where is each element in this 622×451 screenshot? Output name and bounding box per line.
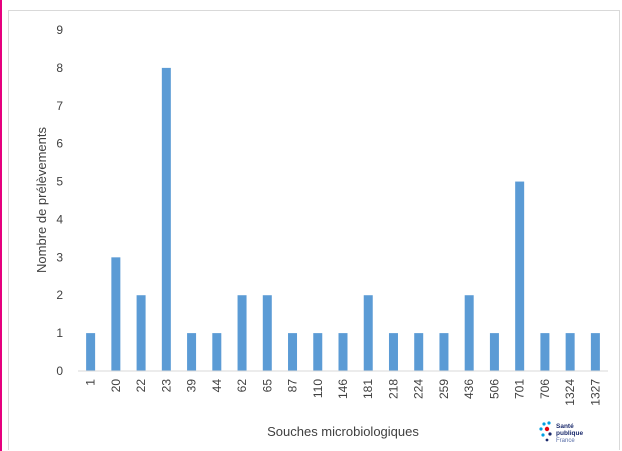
logo-dot bbox=[544, 426, 550, 432]
x-tick-label: 65 bbox=[260, 379, 274, 393]
y-tick-label: 4 bbox=[56, 212, 63, 226]
bar bbox=[313, 333, 323, 371]
y-tick-label: 8 bbox=[56, 61, 63, 75]
logo-dot bbox=[548, 432, 552, 436]
x-tick-label: 1324 bbox=[563, 379, 577, 406]
bar bbox=[515, 181, 525, 371]
x-tick-label: 22 bbox=[134, 379, 148, 393]
bar bbox=[439, 333, 449, 371]
logo-dot bbox=[545, 438, 549, 442]
x-tick-label: 146 bbox=[336, 379, 350, 399]
bar bbox=[565, 333, 575, 371]
bar bbox=[464, 295, 474, 371]
logo-dot bbox=[547, 421, 551, 425]
bar bbox=[212, 333, 222, 371]
bar bbox=[262, 295, 272, 371]
x-tick-label: 87 bbox=[286, 379, 300, 393]
x-tick-label: 44 bbox=[210, 379, 224, 393]
x-tick-label: 506 bbox=[487, 379, 501, 399]
bar bbox=[363, 295, 373, 371]
logo-text-line2: publique bbox=[556, 430, 583, 437]
bar bbox=[288, 333, 298, 371]
bar bbox=[86, 333, 96, 371]
bar bbox=[414, 333, 424, 371]
logo-text-line1: Santé bbox=[556, 423, 574, 430]
x-tick-label: 181 bbox=[361, 379, 375, 399]
logo-dot bbox=[541, 433, 545, 437]
y-tick-label: 1 bbox=[56, 326, 63, 340]
logo-dot bbox=[542, 422, 546, 426]
logo-dot bbox=[539, 427, 543, 431]
x-tick-label: 62 bbox=[235, 379, 249, 393]
y-tick-label: 9 bbox=[56, 23, 63, 37]
x-axis-label: Souches microbiologiques bbox=[267, 424, 419, 439]
bar bbox=[388, 333, 398, 371]
bar bbox=[187, 333, 197, 371]
x-tick-label: 1 bbox=[84, 379, 98, 386]
bar bbox=[338, 333, 348, 371]
x-tick-label: 224 bbox=[412, 379, 426, 399]
x-tick-label: 39 bbox=[185, 379, 199, 393]
bar bbox=[237, 295, 247, 371]
bars bbox=[86, 67, 600, 371]
bar bbox=[489, 333, 499, 371]
x-axis-ticks: 1 20 22 23 39 44 62 65 87 110 146 181 218 224 259 436 50… bbox=[84, 379, 603, 406]
y-tick-label: 2 bbox=[56, 288, 63, 302]
x-tick-label: 20 bbox=[109, 379, 123, 393]
bar bbox=[540, 333, 550, 371]
bar bbox=[136, 295, 146, 371]
x-tick-label: 1327 bbox=[588, 379, 602, 406]
x-tick-label: 23 bbox=[159, 379, 173, 393]
bar bbox=[590, 333, 600, 371]
sante-publique-france-logo: Santé publique France bbox=[539, 421, 583, 444]
x-tick-label: 259 bbox=[437, 379, 451, 399]
x-tick-label: 706 bbox=[538, 379, 552, 399]
y-axis-label: Nombre de prélèvements bbox=[34, 127, 49, 273]
accent-border bbox=[0, 0, 2, 451]
y-tick-label: 5 bbox=[56, 175, 63, 189]
x-tick-label: 110 bbox=[311, 379, 325, 398]
logo-text-line3: France bbox=[556, 438, 575, 444]
y-tick-label: 0 bbox=[56, 364, 63, 378]
bar bbox=[111, 257, 121, 371]
y-tick-label: 7 bbox=[56, 99, 63, 113]
y-axis-ticks: 0 1 2 3 4 5 6 7 8 9 bbox=[56, 23, 63, 378]
x-tick-label: 701 bbox=[513, 379, 527, 399]
x-tick-label: 218 bbox=[386, 379, 400, 399]
x-tick-label: 436 bbox=[462, 379, 476, 399]
bar bbox=[161, 67, 171, 371]
y-tick-label: 3 bbox=[56, 250, 63, 264]
chart-area-border bbox=[8, 10, 620, 450]
y-tick-label: 6 bbox=[56, 137, 63, 151]
